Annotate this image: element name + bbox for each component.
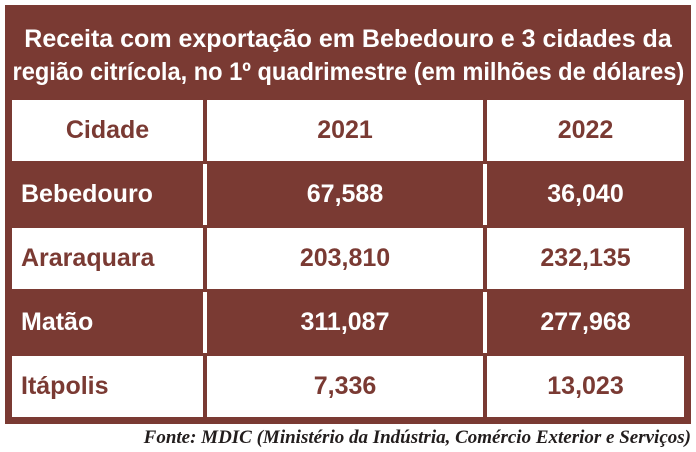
city-cell: Itápolis	[12, 356, 203, 417]
column-divider	[483, 164, 487, 225]
header-cell-2022: 2022	[487, 100, 684, 161]
column-divider	[483, 292, 487, 353]
value-2021-cell: 203,810	[207, 228, 483, 289]
source-note-text: Fonte: MDIC (Ministério da Indústria, Co…	[143, 427, 691, 448]
header-cell-cidade: Cidade	[12, 100, 203, 161]
city-cell: Bebedouro	[12, 164, 203, 225]
column-divider	[203, 228, 207, 289]
column-divider	[483, 228, 487, 289]
table-title: Receita com exportação em Bebedouro e 3 …	[12, 12, 684, 100]
value-2021-cell: 67,588	[207, 164, 483, 225]
table-row: Matão 311,087 277,968	[12, 292, 684, 353]
column-divider	[203, 292, 207, 353]
header-cell-2021: 2021	[207, 100, 483, 161]
city-cell: Matão	[12, 292, 203, 353]
table-body: Bebedouro 67,588 36,040 Araraquara 203,8…	[12, 164, 684, 417]
column-divider	[483, 356, 487, 417]
city-cell: Araraquara	[12, 228, 203, 289]
value-2021-cell: 311,087	[207, 292, 483, 353]
column-divider	[203, 164, 207, 225]
value-2021-cell: 7,336	[207, 356, 483, 417]
source-note: Fonte: MDIC (Ministério da Indústria, Co…	[5, 427, 691, 449]
table-title-line-2: região citrícola, no 1º quadrimestre (em…	[12, 58, 684, 86]
value-2022-cell: 13,023	[487, 356, 684, 417]
table-row: Araraquara 203,810 232,135	[12, 228, 684, 289]
column-divider	[203, 100, 207, 161]
export-revenue-table: Receita com exportação em Bebedouro e 3 …	[5, 5, 691, 424]
table-row: Itápolis 7,336 13,023	[12, 356, 684, 417]
table-row: Bebedouro 67,588 36,040	[12, 164, 684, 225]
column-divider	[203, 356, 207, 417]
table-header-row: Cidade 2021 2022	[12, 100, 684, 161]
value-2022-cell: 232,135	[487, 228, 684, 289]
value-2022-cell: 277,968	[487, 292, 684, 353]
column-divider	[483, 100, 487, 161]
value-2022-cell: 36,040	[487, 164, 684, 225]
table-title-line-1: Receita com exportação em Bebedouro e 3 …	[24, 25, 672, 53]
